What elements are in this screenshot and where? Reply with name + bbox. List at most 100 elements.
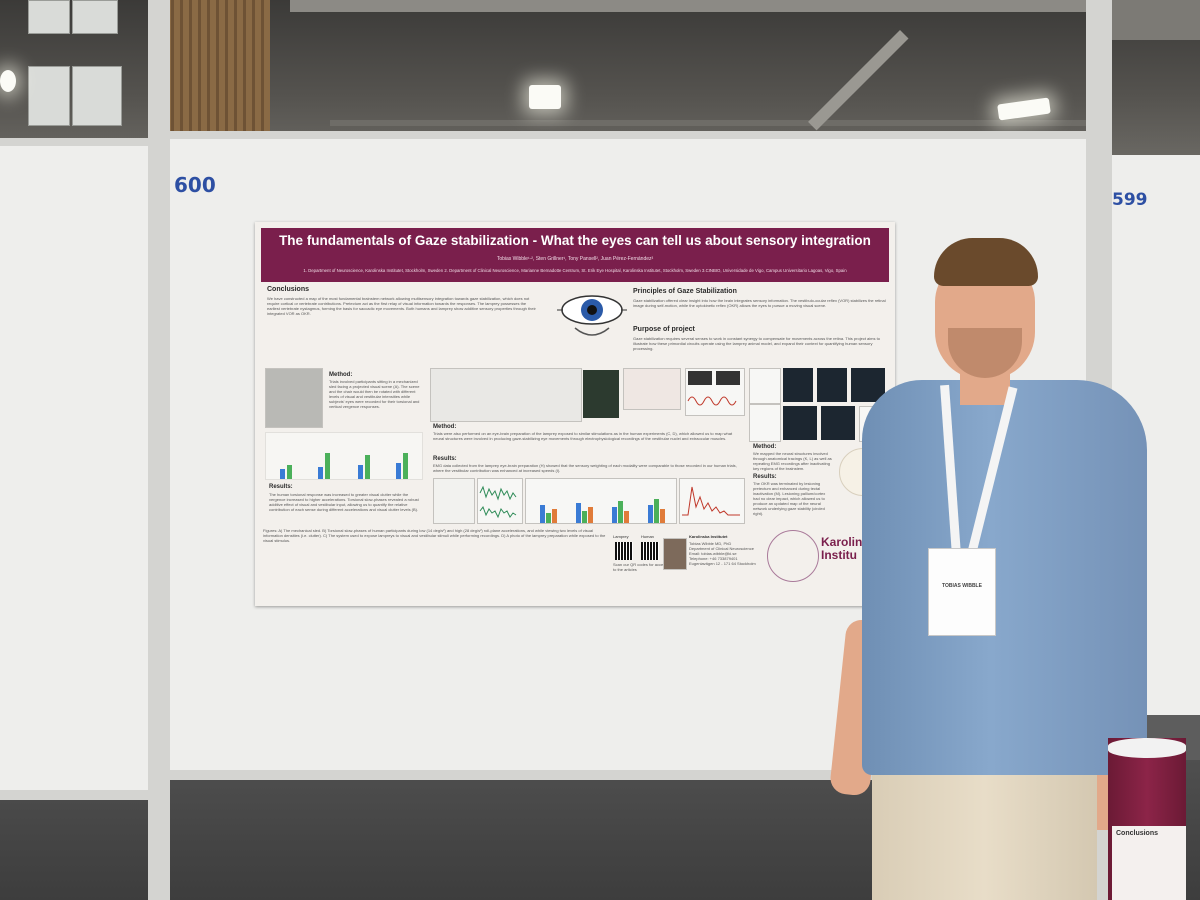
electrical-box [72, 0, 118, 34]
method1-text: Trials involved participants sitting in … [329, 379, 420, 409]
sled-photo [265, 368, 323, 428]
bar [396, 463, 401, 479]
brain-sketch [749, 404, 781, 442]
board-number-right: 599 [1112, 190, 1148, 210]
bar [648, 505, 653, 523]
ceiling-light [529, 85, 561, 109]
electrical-box [28, 0, 70, 34]
ceiling-beam [330, 120, 1090, 126]
contact-org: Karolinska Institutet [689, 534, 728, 539]
tracing-image [821, 406, 855, 440]
principles-heading: Principles of Gaze Stabilization [633, 288, 737, 295]
poster-authors: Tobias Wibble¹·², Sten Grillner¹, Tony P… [496, 256, 654, 262]
method2-text: Trials were also performed on an eye-bra… [433, 431, 733, 441]
ceiling-light [0, 70, 16, 92]
poster-tube-bin: Conclusions [1108, 738, 1186, 900]
emg-setup-figure [433, 478, 475, 524]
bar [540, 505, 545, 523]
electrical-box [28, 66, 70, 126]
board-frame-rail [168, 131, 1090, 139]
bar [624, 511, 629, 523]
results2-text: EMG data collected from the lamprey eye-… [433, 463, 737, 473]
bar [660, 509, 665, 523]
contact-line: Telephone: +46 733879401 [689, 556, 738, 561]
bar [654, 499, 659, 523]
ceiling-beam [1110, 0, 1200, 40]
lamprey-photo [583, 370, 619, 418]
bar [552, 509, 557, 523]
bin-label-text: Conclusions [1116, 830, 1159, 837]
method1-label: Method: [329, 372, 353, 378]
bar [612, 507, 617, 523]
bar [546, 513, 551, 523]
method3-label: Method: [753, 444, 777, 450]
bar-chart-b [265, 432, 423, 480]
electrical-box [72, 66, 122, 126]
eye-illustration [555, 288, 629, 346]
results1-text: The human torsional response was increas… [269, 492, 419, 512]
bar [618, 501, 623, 523]
results3-label: Results: [753, 474, 777, 480]
bar [318, 467, 323, 479]
bin-rim [1108, 738, 1186, 758]
method3-text: We mapped the neural structures involved… [753, 451, 832, 471]
bin-label: Conclusions [1112, 826, 1186, 900]
name-badge: TOBIAS WIBBLE [928, 548, 996, 636]
poster-board-left [0, 138, 158, 798]
principles-text: Gaze stabilization offered clear insight… [633, 298, 886, 308]
poster-title: The fundamentals of Gaze stabilization -… [279, 233, 871, 248]
man-hair [934, 238, 1038, 286]
qr-label-lamprey: Lamprey [613, 534, 629, 539]
poster-header: The fundamentals of Gaze stabilization -… [261, 228, 889, 282]
emg-trace-figure [477, 478, 523, 524]
results1-label: Results: [269, 484, 293, 490]
author-photo [663, 538, 687, 570]
tracing-image [783, 406, 817, 440]
brain-sketch [749, 368, 781, 404]
results2-label: Results: [433, 456, 457, 462]
contact-line: Tobias Wibble MD, PhD [689, 541, 732, 546]
method2-label: Method: [433, 424, 457, 430]
conclusions-text: We have constructed a map of the most fu… [267, 296, 536, 316]
qr-code-human[interactable] [641, 542, 659, 560]
karolinska-seal [767, 530, 819, 582]
eye-trace-figure [685, 368, 745, 416]
badge-name: TOBIAS WIBBLE [942, 583, 982, 589]
poster-affiliations: 1. Department of Neuroscience, Karolinsk… [303, 268, 847, 273]
board-frame-rail [168, 770, 1090, 780]
ceiling-strut [808, 30, 909, 131]
stimulus-figure [623, 368, 681, 410]
qr-caption: Scan our QR codes for access to the arti… [613, 562, 668, 572]
board-frame-post [148, 0, 170, 900]
figures-caption: Figures: A) The mechanical sled. B) Tors… [263, 528, 606, 543]
board-number-left: 600 [174, 173, 216, 197]
bar [358, 465, 363, 479]
purpose-heading: Purpose of project [633, 326, 695, 333]
wood-panel-wall [165, 0, 270, 135]
bar [280, 469, 285, 479]
qr-label-human: Human [641, 534, 654, 539]
contact-line: Eugeniavägen 12 - 171 64 Stockholm [689, 561, 756, 566]
board-frame-rail [0, 790, 150, 800]
board-frame-rail [0, 138, 150, 146]
bar [576, 503, 581, 523]
scientific-poster: The fundamentals of Gaze stabilization -… [255, 222, 895, 606]
bar [403, 453, 408, 479]
velocity-trace-figure [679, 478, 745, 524]
results3-text: The OKR was terminated by lesioning pret… [753, 481, 826, 516]
bar [325, 453, 330, 479]
lamprey-setup-figure [430, 368, 582, 422]
contact-line: Department of Clinical Neuroscience [689, 546, 754, 551]
contact-line: Email: tobias.wibble@ki.se [689, 551, 737, 556]
purpose-text: Gaze stabilization requires several sens… [633, 336, 880, 351]
bar [287, 465, 292, 479]
tracing-image [783, 368, 813, 402]
tracing-image [817, 368, 847, 402]
emg-bar-charts [525, 478, 677, 524]
ceiling-beam [290, 0, 1090, 12]
qr-code-lamprey[interactable] [615, 542, 633, 560]
bar [365, 455, 370, 479]
karolinska-logo: Karolin Institu [821, 536, 863, 562]
bar [588, 507, 593, 523]
bar [582, 511, 587, 523]
